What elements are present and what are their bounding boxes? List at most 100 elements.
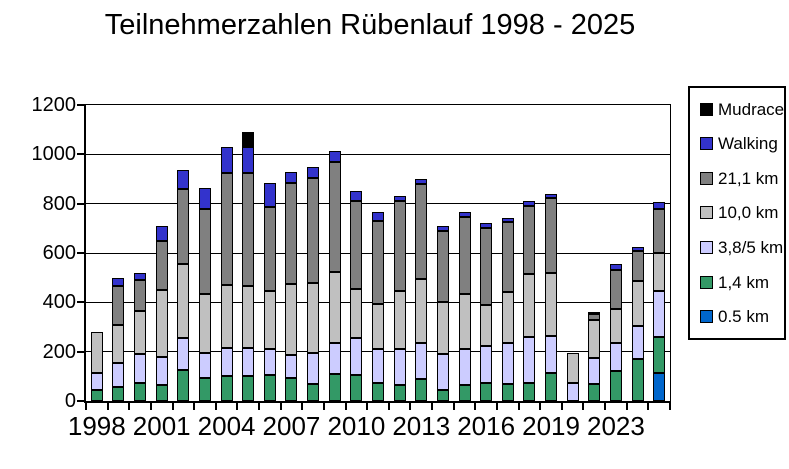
bar-2022-segment-3-8-5-km xyxy=(588,357,601,384)
bar-2025-segment-0-5-km xyxy=(653,372,666,401)
x-axis-label-2001: 2001 xyxy=(132,411,191,441)
y-axis-tick xyxy=(77,350,84,353)
bar-2010-segment-1-4-km xyxy=(350,375,363,401)
bar-2003-segment-1-4-km xyxy=(198,377,211,401)
bar-2022-segment-10-0-km xyxy=(588,319,601,358)
bar-2011-segment-1-4-km xyxy=(372,382,384,401)
bar-2010 xyxy=(350,191,363,401)
bar-2025-segment-10-0-km xyxy=(653,253,666,292)
bar-2000 xyxy=(134,272,147,401)
bar-2016-segment-3-8-5-km xyxy=(480,345,493,383)
x-axis-label-2016: 2016 xyxy=(457,411,516,441)
y-axis-label-600: 600 xyxy=(42,242,76,264)
bar-2024-segment-10-0-km xyxy=(631,281,644,326)
bar-2025 xyxy=(653,202,666,401)
gridline-1000 xyxy=(86,153,670,155)
legend-label: 10,0 km xyxy=(718,203,779,223)
bar-2004-segment-1-4-km xyxy=(220,376,233,401)
bar-2012-segment-1-4-km xyxy=(393,384,406,401)
bar-2024 xyxy=(631,246,644,401)
bar-2007-segment-Walking xyxy=(285,171,298,183)
x-axis-tick xyxy=(625,403,628,410)
bar-2019-segment-1-4-km xyxy=(545,372,558,401)
x-axis-tick xyxy=(387,403,390,410)
bar-2021-segment-10-0-km xyxy=(566,352,579,383)
bar-2001-segment-21-1-km xyxy=(155,240,168,290)
bar-2017-segment-21-1-km xyxy=(501,222,514,293)
bar-2019-segment-Walking xyxy=(545,193,558,198)
bar-2015-segment-Walking xyxy=(458,212,471,218)
bar-2007-segment-3-8-5-km xyxy=(285,355,298,378)
bar-2022-segment-Walking xyxy=(588,312,601,315)
bar-2006-segment-3-8-5-km xyxy=(263,349,276,376)
bar-2000-segment-Walking xyxy=(134,272,147,281)
bar-2010-segment-Walking xyxy=(350,191,363,202)
bar-2011 xyxy=(372,212,384,401)
bar-2006-segment-21-1-km xyxy=(263,207,276,292)
x-axis-tick xyxy=(409,403,412,410)
bar-2023-segment-Walking xyxy=(609,264,622,271)
bar-2019-segment-3-8-5-km xyxy=(545,335,558,373)
bar-2009-segment-3-8-5-km xyxy=(328,343,341,374)
bar-2003-segment-Walking xyxy=(198,187,211,209)
bar-2023-segment-10-0-km xyxy=(609,308,622,344)
x-axis-tick xyxy=(279,403,282,410)
bar-2014 xyxy=(436,225,449,401)
bar-2001-segment-Walking xyxy=(155,225,168,241)
bar-2007 xyxy=(285,171,298,401)
x-axis-tick xyxy=(214,403,217,410)
x-axis-tick xyxy=(582,403,585,410)
bar-2014-segment-1-4-km xyxy=(436,389,449,401)
bar-2002-segment-3-8-5-km xyxy=(177,338,190,371)
mudrace-swatch-icon xyxy=(700,102,713,116)
bar-2025-segment-3-8-5-km xyxy=(653,291,666,337)
bar-2012 xyxy=(393,196,406,401)
x-axis-tick xyxy=(128,403,131,410)
x-axis-tick xyxy=(669,403,671,410)
bar-2008-segment-Walking xyxy=(307,166,320,178)
bar-2025-segment-Walking xyxy=(653,202,666,209)
y-axis-tick xyxy=(77,104,84,106)
x-axis-tick xyxy=(604,403,607,410)
bar-2005-segment-3-8-5-km xyxy=(242,347,255,377)
x-axis-label-1998: 1998 xyxy=(67,411,126,441)
bar-2003 xyxy=(198,187,211,401)
bar-2014-segment-Walking xyxy=(436,225,449,231)
bar-2002-segment-10-0-km xyxy=(177,264,190,339)
bar-2013-segment-10-0-km xyxy=(415,278,428,344)
bar-2019 xyxy=(545,193,558,401)
bar-2009 xyxy=(328,150,341,401)
x-axis-label-2007: 2007 xyxy=(262,411,321,441)
bar-2017 xyxy=(501,218,514,401)
bar-2023 xyxy=(609,264,622,401)
walking-swatch-icon xyxy=(700,137,713,151)
bar-2007-segment-1-4-km xyxy=(285,377,298,401)
bar-2022-segment-21-1-km xyxy=(588,314,601,320)
bar-2002-segment-1-4-km xyxy=(177,370,190,401)
bar-2012-segment-21-1-km xyxy=(393,201,406,292)
bar-2018 xyxy=(523,201,536,401)
legend-item-1-4km: 1,4 km xyxy=(700,274,784,291)
1-4km-swatch-icon xyxy=(700,275,713,289)
bar-2008-segment-1-4-km xyxy=(307,383,320,401)
x-axis-tick xyxy=(258,403,261,410)
bar-2019-segment-10-0-km xyxy=(545,272,558,336)
bar-2009-segment-Walking xyxy=(328,150,341,162)
bar-2015-segment-1-4-km xyxy=(458,384,471,401)
bar-2017-segment-3-8-5-km xyxy=(501,343,514,384)
bar-2002-segment-Walking xyxy=(177,170,190,189)
legend-label: 3,8/5 km xyxy=(718,238,784,258)
gridline-800 xyxy=(86,203,670,205)
x-axis-tick xyxy=(517,403,520,410)
bar-2014-segment-10-0-km xyxy=(436,302,449,355)
bar-2002-segment-21-1-km xyxy=(177,188,190,265)
x-axis-tick xyxy=(193,403,196,410)
bar-2012-segment-3-8-5-km xyxy=(393,349,406,385)
bar-2003-segment-10-0-km xyxy=(198,293,211,353)
bar-1999-segment-1-4-km xyxy=(112,387,125,401)
legend-item-mudrace: Mudrace xyxy=(700,101,784,118)
x-axis-label-2019: 2019 xyxy=(522,411,580,441)
bar-2022-segment-1-4-km xyxy=(588,383,601,401)
bar-2001-segment-10-0-km xyxy=(155,290,168,357)
